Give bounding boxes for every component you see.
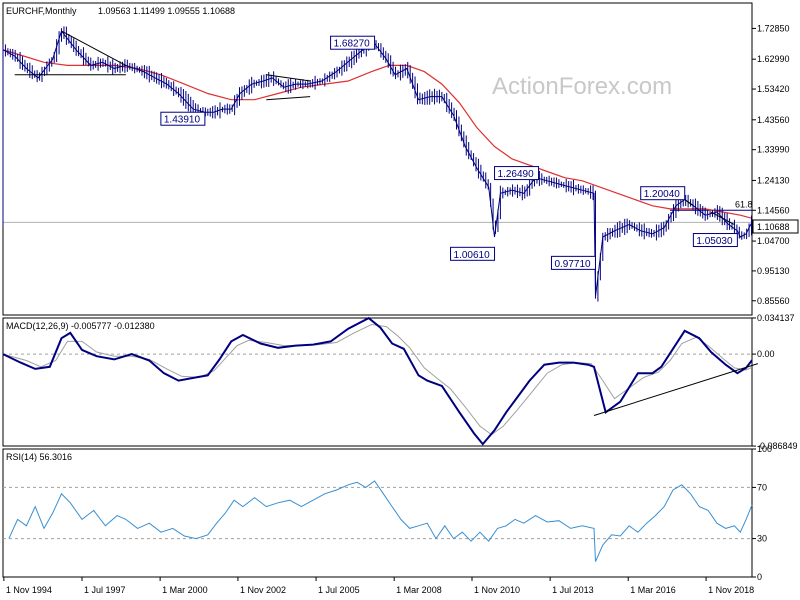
macd-y-tick-label: -0.086849 [757, 441, 798, 451]
price-y-tick-label: 1.43560 [757, 115, 790, 125]
moving-average-line [2, 49, 753, 219]
annotation-label: 1.05030 [696, 236, 733, 247]
annotation-label: 1.43910 [164, 115, 201, 126]
annotation-label: 1.68270 [334, 39, 371, 50]
price-pane [2, 2, 753, 316]
annotation-label: 1.00610 [454, 250, 491, 261]
rsi-y-tick-label: 70 [757, 482, 767, 492]
price-y-tick-label: 1.33990 [757, 145, 790, 155]
annotation-label: 1.20040 [644, 189, 681, 200]
price-trendline [266, 96, 311, 101]
price-pane-title: EURCHF,Monthly [6, 6, 77, 16]
price-trendline [710, 211, 735, 225]
price-y-tick-label: 1.24130 [757, 175, 790, 185]
x-tick-label: 1 Mar 2016 [630, 585, 676, 595]
x-tick-label: 1 Nov 2010 [474, 585, 520, 595]
last-price-label: 1.10688 [757, 222, 790, 232]
x-tick-label: 1 Jul 1997 [84, 585, 126, 595]
macd-y-tick-label: 0.00 [757, 349, 775, 359]
rsi-y-tick-label: 0 [757, 572, 762, 582]
price-ohlc-readout: 1.09563 1.11499 1.09555 1.10688 [98, 6, 235, 16]
rsi-line [8, 480, 753, 562]
price-trendline [266, 74, 311, 82]
annotation-label: 0.97710 [554, 259, 591, 270]
annotation-box [330, 35, 376, 50]
last-price-box [752, 219, 799, 234]
x-tick-label: 1 Jul 2005 [318, 585, 360, 595]
annotation-box [160, 111, 206, 126]
macd-line [2, 316, 753, 446]
annotation-box [450, 246, 496, 261]
x-tick-label: 1 Nov 1994 [6, 585, 52, 595]
macd-y-tick-label: 0.034137 [757, 313, 795, 323]
fib-61-8-label: 61.8 [735, 199, 753, 209]
macd-pane [2, 317, 753, 447]
x-tick-label: 1 Nov 2018 [708, 585, 754, 595]
price-y-tick-label: 1.72850 [757, 23, 790, 33]
price-path-line [2, 30, 753, 297]
rsi-pane [2, 448, 753, 578]
annotation-box [692, 233, 738, 248]
price-y-tick-label: 1.62990 [757, 54, 790, 64]
price-y-tick-label: 1.14560 [757, 205, 790, 215]
price-y-tick-label: 0.95130 [757, 266, 790, 276]
watermark: ActionForex.com [492, 73, 672, 100]
price-y-tick-label: 0.85560 [757, 296, 790, 306]
annotation-label: 1.26490 [498, 169, 535, 180]
annotation-box [640, 186, 686, 201]
rsi-y-tick-label: 100 [757, 444, 772, 454]
annotation-box [494, 166, 540, 181]
price-trendline [61, 30, 127, 66]
annotation-box [550, 255, 596, 270]
rsi-y-tick-label: 30 [757, 534, 767, 544]
price-y-tick-label: 1.53420 [757, 84, 790, 94]
price-y-tick-label: 1.04700 [757, 236, 790, 246]
x-tick-label: 1 Mar 2000 [162, 585, 208, 595]
x-tick-label: 1 Jul 2013 [552, 585, 594, 595]
macd-pane-title: MACD(12,26,9) -0.005777 -0.012380 [6, 321, 155, 331]
x-tick-label: 1 Mar 2008 [396, 585, 442, 595]
rsi-pane-title: RSI(14) 56.3016 [6, 452, 72, 462]
macd-trendline [593, 363, 759, 416]
x-tick-label: 1 Nov 2002 [240, 585, 286, 595]
